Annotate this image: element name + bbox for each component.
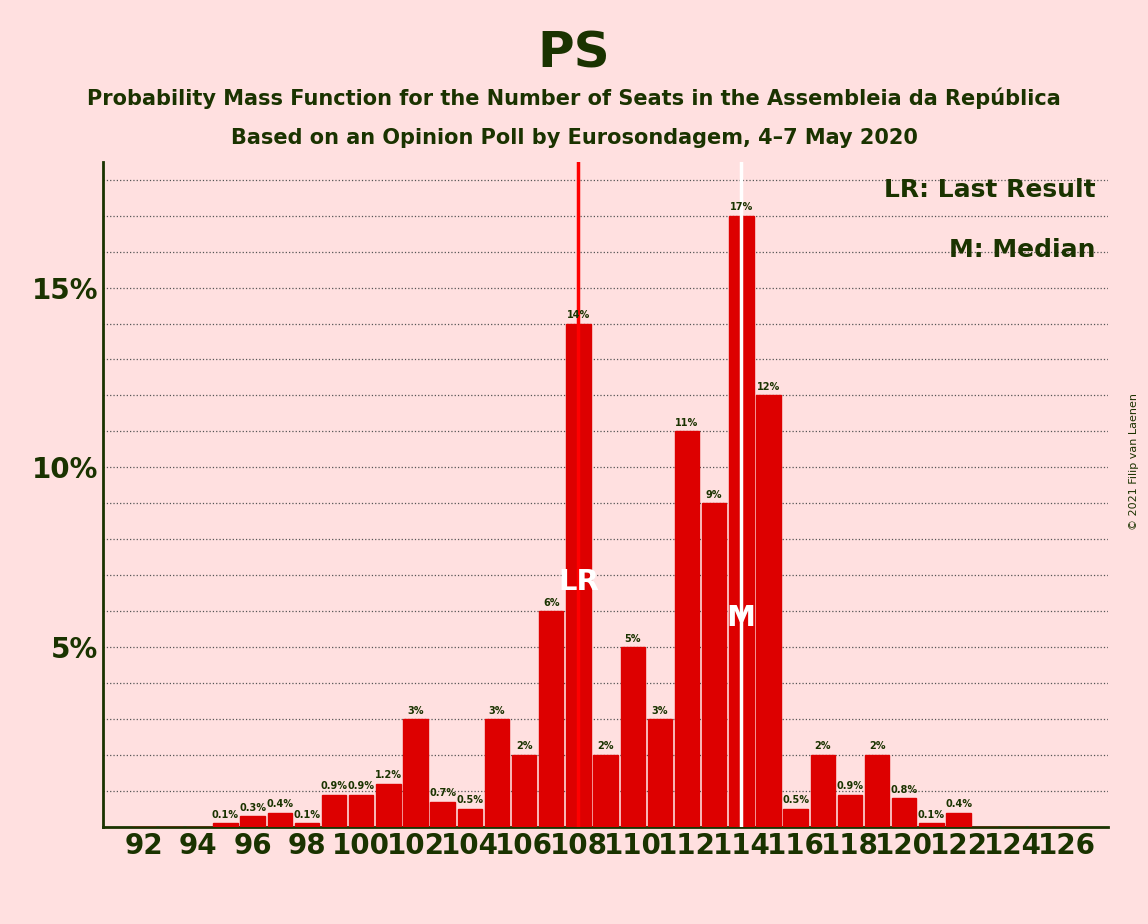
Text: 0.8%: 0.8%	[891, 784, 917, 795]
Bar	[458, 809, 482, 827]
Text: 2%: 2%	[597, 741, 614, 751]
Text: 0.9%: 0.9%	[348, 781, 374, 791]
Bar	[566, 323, 590, 827]
Text: 0.4%: 0.4%	[266, 799, 293, 809]
Text: 17%: 17%	[730, 202, 753, 212]
Bar	[729, 215, 753, 827]
Text: 0.5%: 0.5%	[456, 796, 483, 806]
Bar	[512, 755, 536, 827]
Bar	[757, 395, 781, 827]
Text: 0.5%: 0.5%	[782, 796, 809, 806]
Text: 3%: 3%	[408, 706, 424, 715]
Text: 2%: 2%	[815, 741, 831, 751]
Text: 0.1%: 0.1%	[918, 809, 945, 820]
Text: Probability Mass Function for the Number of Seats in the Assembleia da República: Probability Mass Function for the Number…	[87, 88, 1061, 109]
Bar	[783, 809, 808, 827]
Bar	[214, 823, 238, 827]
Text: 0.9%: 0.9%	[320, 781, 348, 791]
Bar	[810, 755, 835, 827]
Bar	[484, 719, 510, 827]
Text: LR: Last Result: LR: Last Result	[884, 178, 1095, 202]
Text: M: M	[727, 604, 755, 632]
Bar	[675, 432, 699, 827]
Text: 11%: 11%	[675, 418, 699, 428]
Bar	[540, 611, 564, 827]
Text: 3%: 3%	[489, 706, 505, 715]
Bar	[240, 816, 265, 827]
Text: 0.1%: 0.1%	[294, 809, 320, 820]
Bar	[594, 755, 618, 827]
Text: 0.4%: 0.4%	[945, 799, 972, 809]
Bar	[377, 784, 401, 827]
Bar	[920, 823, 944, 827]
Bar	[864, 755, 890, 827]
Text: M: Median: M: Median	[949, 238, 1095, 262]
Text: 6%: 6%	[543, 598, 559, 608]
Text: 0.3%: 0.3%	[239, 803, 266, 812]
Text: 12%: 12%	[757, 382, 781, 392]
Bar	[838, 795, 862, 827]
Bar	[621, 647, 645, 827]
Bar	[295, 823, 319, 827]
Bar	[403, 719, 428, 827]
Bar	[892, 798, 916, 827]
Bar	[321, 795, 347, 827]
Bar	[267, 812, 292, 827]
Bar	[946, 812, 971, 827]
Bar	[430, 802, 455, 827]
Text: 14%: 14%	[567, 310, 590, 320]
Text: Based on an Opinion Poll by Eurosondagem, 4–7 May 2020: Based on an Opinion Poll by Eurosondagem…	[231, 128, 917, 148]
Text: 0.1%: 0.1%	[212, 809, 239, 820]
Text: 0.7%: 0.7%	[429, 788, 456, 798]
Text: © 2021 Filip van Laenen: © 2021 Filip van Laenen	[1130, 394, 1139, 530]
Text: 5%: 5%	[625, 634, 641, 644]
Text: 1.2%: 1.2%	[375, 771, 402, 780]
Bar	[349, 795, 373, 827]
Bar	[701, 504, 727, 827]
Text: PS: PS	[537, 30, 611, 78]
Text: 2%: 2%	[869, 741, 885, 751]
Bar	[647, 719, 672, 827]
Text: 0.9%: 0.9%	[837, 781, 863, 791]
Text: 2%: 2%	[515, 741, 533, 751]
Text: 9%: 9%	[706, 490, 722, 500]
Text: LR: LR	[558, 568, 599, 597]
Text: 3%: 3%	[652, 706, 668, 715]
